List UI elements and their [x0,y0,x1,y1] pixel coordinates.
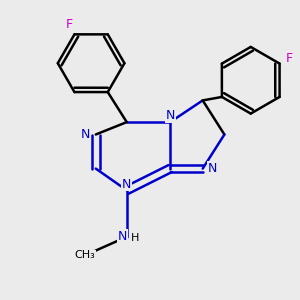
Text: N: N [118,230,128,243]
Text: N: N [208,162,218,175]
Text: N: N [166,110,175,122]
Text: H: H [131,233,140,243]
Text: F: F [285,52,292,65]
Text: N: N [81,128,90,141]
Text: CH₃: CH₃ [74,250,95,260]
Text: F: F [65,19,73,32]
Text: N: N [122,178,131,190]
